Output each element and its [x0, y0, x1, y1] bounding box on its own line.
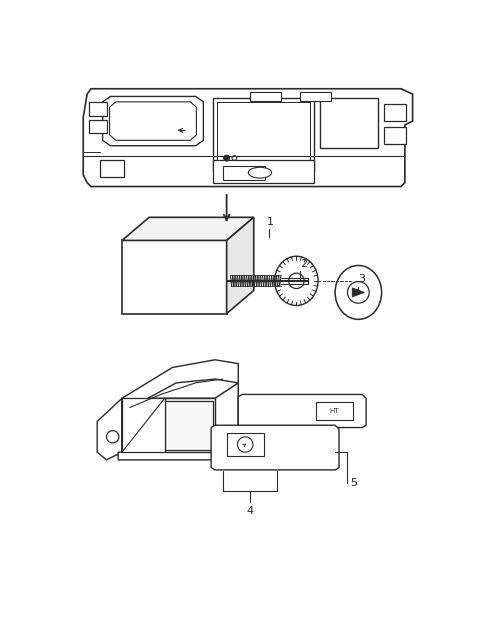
Bar — [320, 98, 378, 148]
Polygon shape — [227, 217, 254, 314]
Ellipse shape — [275, 256, 318, 306]
Polygon shape — [122, 383, 238, 452]
Polygon shape — [122, 398, 165, 452]
Bar — [316, 402, 353, 420]
Bar — [300, 92, 331, 101]
Text: 5: 5 — [350, 478, 357, 488]
Polygon shape — [122, 240, 227, 314]
Ellipse shape — [335, 265, 382, 319]
Text: 1: 1 — [267, 217, 274, 227]
Circle shape — [224, 155, 230, 161]
Polygon shape — [118, 437, 238, 460]
Bar — [89, 102, 107, 115]
Circle shape — [107, 431, 119, 443]
Circle shape — [232, 156, 237, 160]
Bar — [165, 401, 213, 450]
Circle shape — [238, 437, 253, 452]
Bar — [214, 98, 314, 171]
Bar — [384, 104, 406, 121]
Text: 2: 2 — [300, 259, 307, 269]
Polygon shape — [211, 425, 339, 470]
Bar — [227, 433, 264, 456]
Bar — [384, 127, 406, 144]
Bar — [89, 120, 107, 134]
Bar — [100, 160, 123, 177]
Bar — [214, 160, 314, 183]
Polygon shape — [352, 288, 365, 297]
Bar — [217, 102, 311, 167]
Polygon shape — [83, 89, 413, 187]
Polygon shape — [103, 97, 204, 146]
Circle shape — [288, 273, 304, 288]
Ellipse shape — [248, 167, 272, 178]
Text: HT: HT — [330, 408, 339, 414]
Polygon shape — [165, 398, 215, 452]
Bar — [223, 166, 265, 180]
Text: 3: 3 — [358, 275, 365, 285]
Bar — [250, 92, 281, 101]
Polygon shape — [109, 102, 196, 140]
Polygon shape — [97, 398, 122, 460]
Circle shape — [348, 281, 369, 303]
Polygon shape — [122, 217, 254, 240]
Text: 4: 4 — [246, 506, 253, 516]
Polygon shape — [122, 360, 238, 410]
Polygon shape — [238, 394, 366, 427]
